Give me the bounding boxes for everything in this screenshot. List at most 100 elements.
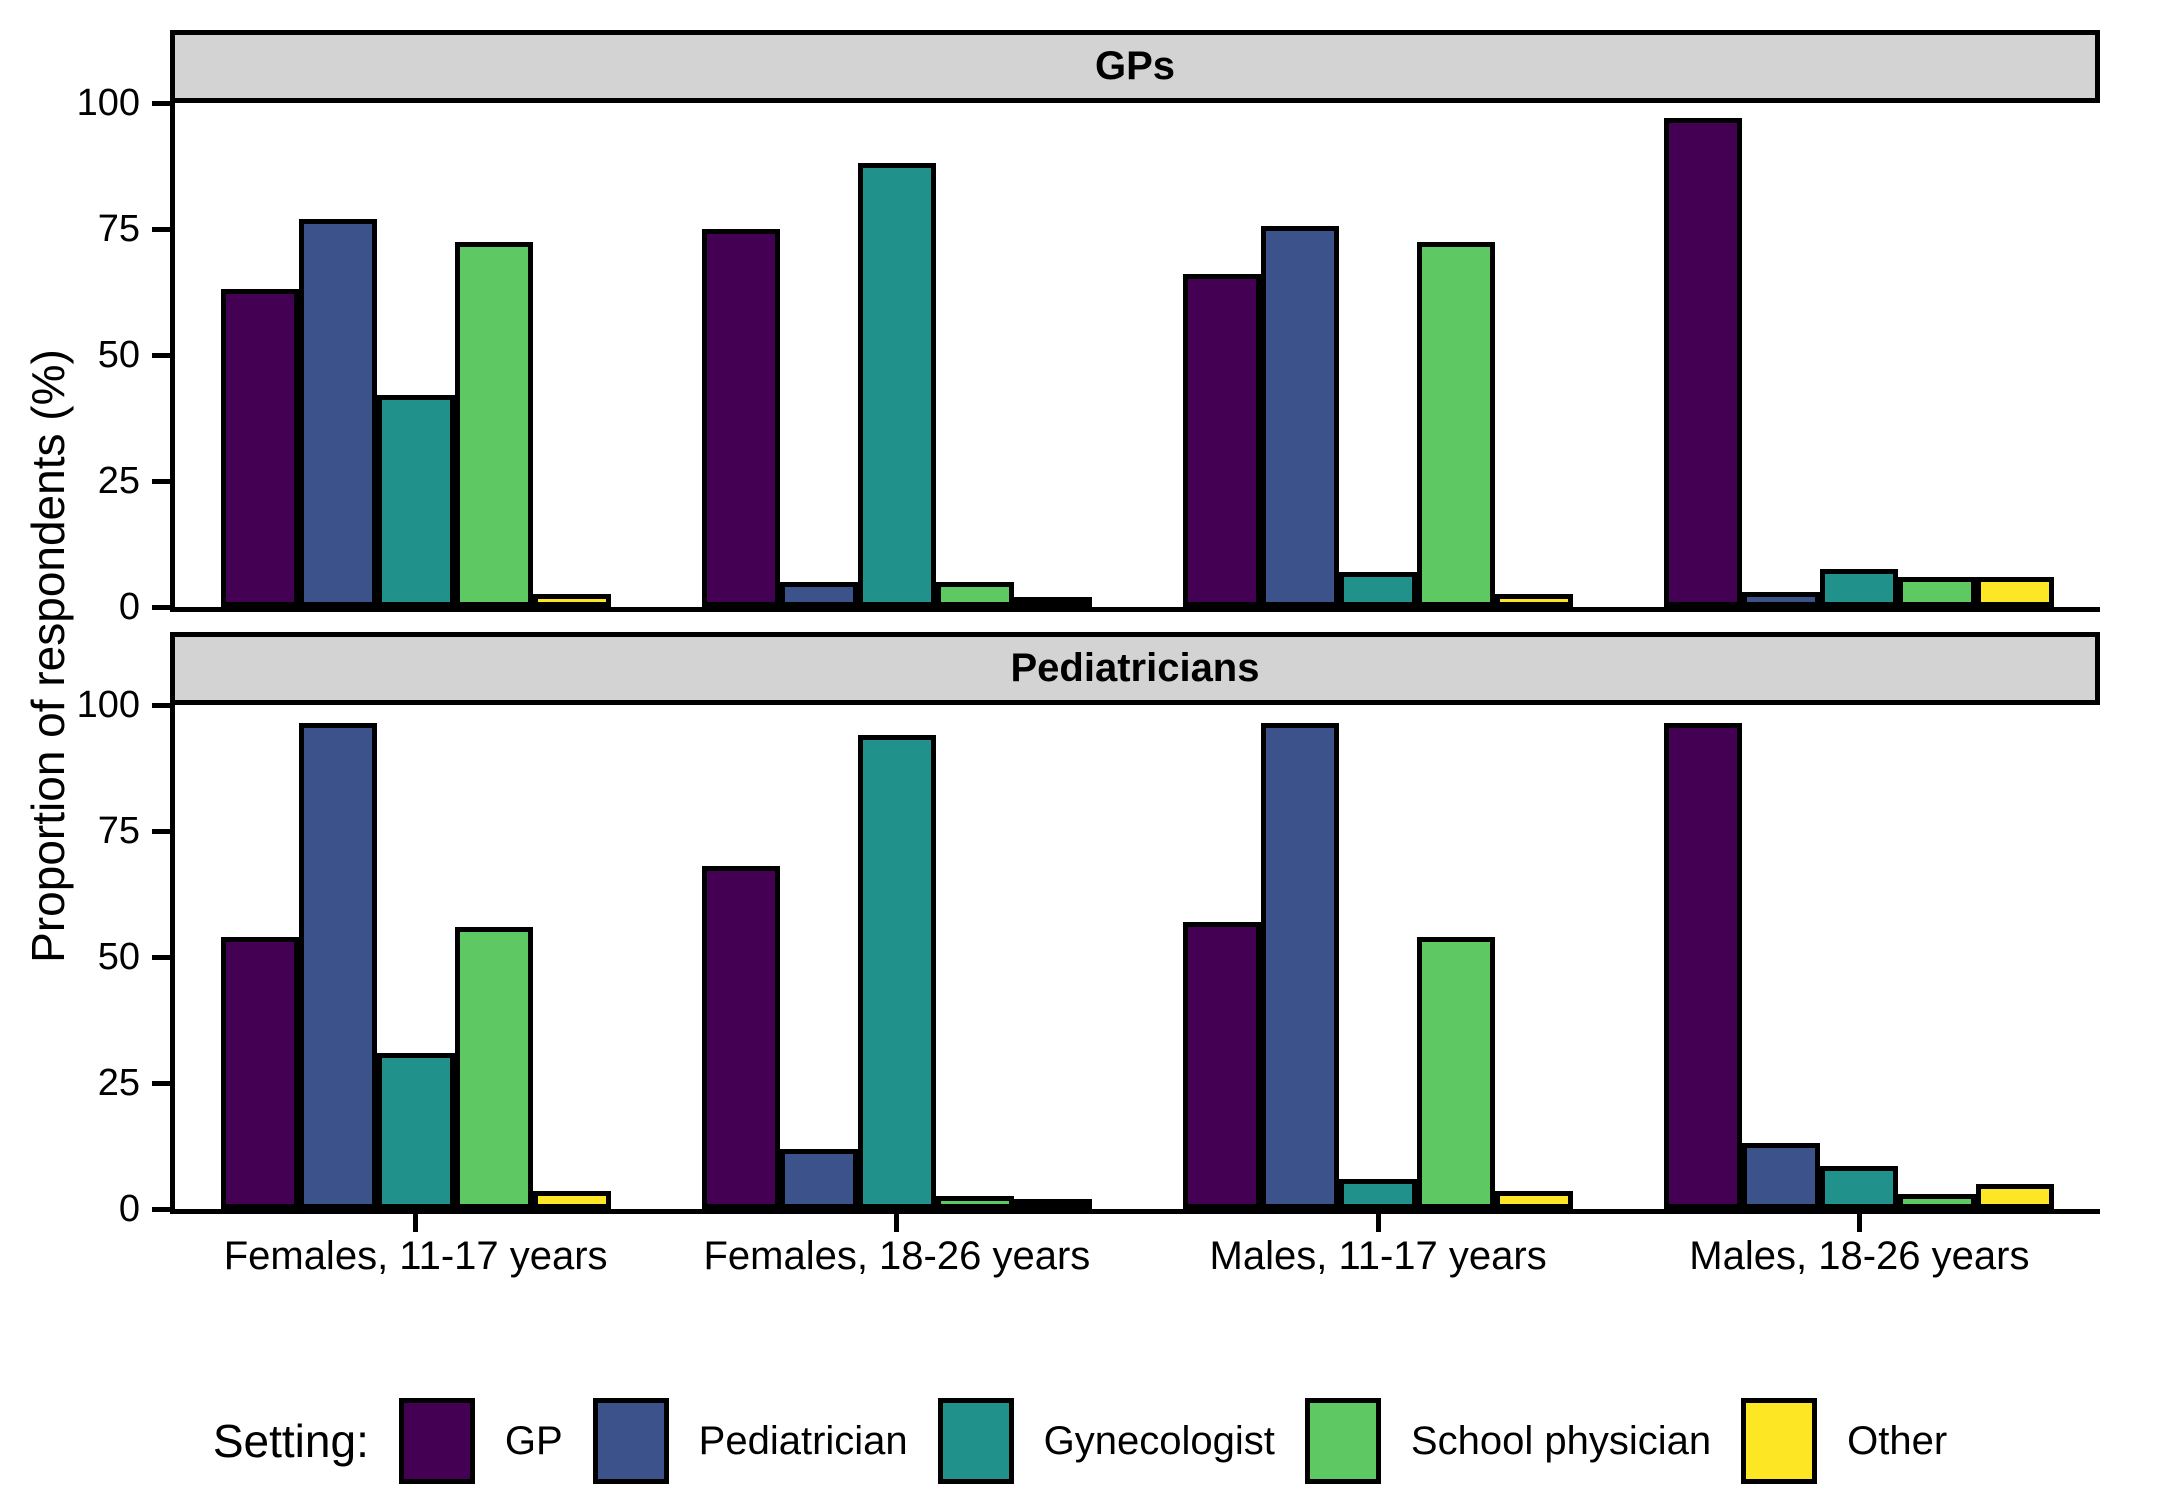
bar-school-physician-males-18-26-years bbox=[1898, 1193, 1977, 1209]
x-tick bbox=[894, 1214, 900, 1232]
bar-other-females-18-26-years bbox=[1013, 1198, 1092, 1209]
bar-pediatrician-females-11-17-years bbox=[298, 218, 377, 607]
bar-pediatrician-females-18-26-years bbox=[779, 1148, 858, 1209]
bar-other-males-18-26-years bbox=[1976, 1183, 2055, 1209]
plot-area-pediatricians: 0 25 50 75 100 bbox=[77, 686, 2100, 1232]
y-tick-label: 0 bbox=[118, 1188, 140, 1230]
y-tick-label: 25 bbox=[97, 1062, 140, 1104]
legend-label: Gynecologist bbox=[1043, 1418, 1275, 1463]
panel-title: Pediatricians bbox=[1010, 646, 1260, 690]
x-axis-label-males-18-26-years: Males, 18-26 years bbox=[1689, 1234, 2030, 1278]
y-tick: 50 bbox=[0, 336, 170, 374]
bar-group-males-11-17-years bbox=[1183, 103, 1574, 607]
bar-gp-females-11-17-years bbox=[220, 936, 299, 1209]
bar-pediatrician-females-11-17-years bbox=[298, 722, 377, 1209]
bar-other-females-11-17-years bbox=[532, 594, 611, 607]
bar-gp-females-11-17-years bbox=[220, 289, 299, 607]
bar-school-physician-males-11-17-years bbox=[1417, 936, 1496, 1209]
legend-item-gynecologist: Gynecologist bbox=[937, 1398, 1275, 1484]
plot-area-gps: 0 25 50 75 100 bbox=[77, 84, 2100, 626]
legend-item-other: Other bbox=[1741, 1398, 1947, 1484]
y-tick: 50 bbox=[0, 938, 170, 976]
bar-school-physician-females-18-26-years bbox=[935, 1196, 1014, 1209]
bar-gp-males-11-17-years bbox=[1183, 274, 1262, 607]
y-tick-label: 100 bbox=[76, 82, 140, 124]
panel-header-pediatricians: Pediatricians bbox=[170, 632, 2100, 705]
legend-label: Pediatrician bbox=[698, 1418, 908, 1463]
legend-swatch-pediatrician bbox=[592, 1398, 669, 1484]
x-tick bbox=[1375, 1214, 1381, 1232]
bar-gp-males-11-17-years bbox=[1183, 921, 1262, 1209]
bar-group-females-11-17-years bbox=[220, 103, 611, 607]
bar-pediatrician-females-18-26-years bbox=[779, 581, 858, 607]
y-tick: 100 bbox=[0, 686, 170, 724]
y-tick-mark bbox=[152, 702, 170, 708]
bar-gynecologist-males-11-17-years bbox=[1339, 571, 1418, 607]
legend-swatch-school-physician bbox=[1304, 1398, 1381, 1484]
bar-group-females-18-26-years bbox=[701, 103, 1092, 607]
bar-gynecologist-females-18-26-years bbox=[857, 163, 936, 607]
legend-swatch-gynecologist bbox=[937, 1398, 1014, 1484]
bar-school-physician-females-11-17-years bbox=[454, 241, 533, 607]
bar-other-females-11-17-years bbox=[532, 1191, 611, 1209]
y-tick-label: 0 bbox=[118, 586, 140, 628]
bar-pediatrician-males-18-26-years bbox=[1742, 1143, 1821, 1209]
y-tick: 0 bbox=[0, 1190, 170, 1228]
panel-title: GPs bbox=[1094, 44, 1176, 88]
legend-item-pediatrician: Pediatrician bbox=[592, 1398, 908, 1484]
legend-item-school-physician: School physician bbox=[1304, 1398, 1712, 1484]
y-tick: 25 bbox=[0, 462, 170, 500]
bar-gynecologist-females-11-17-years bbox=[376, 1052, 455, 1209]
legend: Setting: GP Pediatrician Gynecologist Schoo… bbox=[0, 1398, 2160, 1484]
bar-pediatrician-males-11-17-years bbox=[1261, 722, 1340, 1209]
bar-group-males-18-26-years bbox=[1664, 705, 2055, 1209]
y-tick-mark bbox=[152, 828, 170, 834]
bar-group-males-11-17-years bbox=[1183, 705, 1574, 1209]
y-tick: 25 bbox=[0, 1064, 170, 1102]
y-tick-mark bbox=[152, 1080, 170, 1086]
y-tick: 0 bbox=[0, 588, 170, 626]
legend-title: Setting: bbox=[212, 1415, 369, 1467]
bar-school-physician-females-18-26-years bbox=[935, 581, 1014, 607]
legend-label: Other bbox=[1847, 1418, 1948, 1463]
panel-header-gps: GPs bbox=[170, 30, 2100, 103]
bar-other-males-11-17-years bbox=[1495, 594, 1574, 607]
y-tick-mark bbox=[152, 604, 170, 610]
y-tick-mark bbox=[152, 100, 170, 106]
bar-group-females-18-26-years bbox=[701, 705, 1092, 1209]
x-tick bbox=[1856, 1214, 1862, 1232]
y-tick-mark bbox=[152, 954, 170, 960]
y-axis-title: Proportion of respondents (%) bbox=[22, 349, 74, 963]
bar-gynecologist-males-18-26-years bbox=[1820, 569, 1899, 607]
y-tick-label: 25 bbox=[97, 460, 140, 502]
y-tick-mark bbox=[152, 352, 170, 358]
x-axis-label-females-18-26-years: Females, 18-26 years bbox=[703, 1234, 1091, 1278]
y-tick: 100 bbox=[0, 84, 170, 122]
bar-school-physician-females-11-17-years bbox=[454, 926, 533, 1209]
bar-gp-males-18-26-years bbox=[1664, 722, 1743, 1209]
x-tick bbox=[413, 1214, 419, 1232]
y-tick-label: 50 bbox=[97, 936, 140, 978]
bar-gynecologist-females-11-17-years bbox=[376, 395, 455, 607]
bar-gp-females-18-26-years bbox=[701, 866, 780, 1209]
y-tick: 75 bbox=[0, 812, 170, 850]
y-tick-mark bbox=[152, 478, 170, 484]
bar-gp-males-18-26-years bbox=[1664, 118, 1743, 607]
bar-gynecologist-males-18-26-years bbox=[1820, 1166, 1899, 1209]
bar-gynecologist-females-18-26-years bbox=[857, 735, 936, 1209]
x-axis-label-females-11-17-years: Females, 11-17 years bbox=[223, 1234, 608, 1278]
legend-label: School physician bbox=[1410, 1418, 1712, 1463]
legend-swatch-gp bbox=[398, 1398, 475, 1484]
bar-other-males-11-17-years bbox=[1495, 1191, 1574, 1209]
legend-item-gp: GP bbox=[398, 1398, 563, 1484]
bar-school-physician-males-18-26-years bbox=[1898, 576, 1977, 607]
x-axis-label-males-11-17-years: Males, 11-17 years bbox=[1209, 1234, 1547, 1278]
bar-school-physician-males-11-17-years bbox=[1417, 241, 1496, 607]
y-tick-label: 75 bbox=[97, 208, 140, 250]
bar-group-males-18-26-years bbox=[1664, 103, 2055, 607]
bar-pediatrician-males-18-26-years bbox=[1742, 591, 1821, 607]
legend-label: GP bbox=[504, 1418, 563, 1463]
bar-gynecologist-males-11-17-years bbox=[1339, 1178, 1418, 1209]
bar-group-females-11-17-years bbox=[220, 705, 611, 1209]
bar-other-males-18-26-years bbox=[1976, 576, 2055, 607]
